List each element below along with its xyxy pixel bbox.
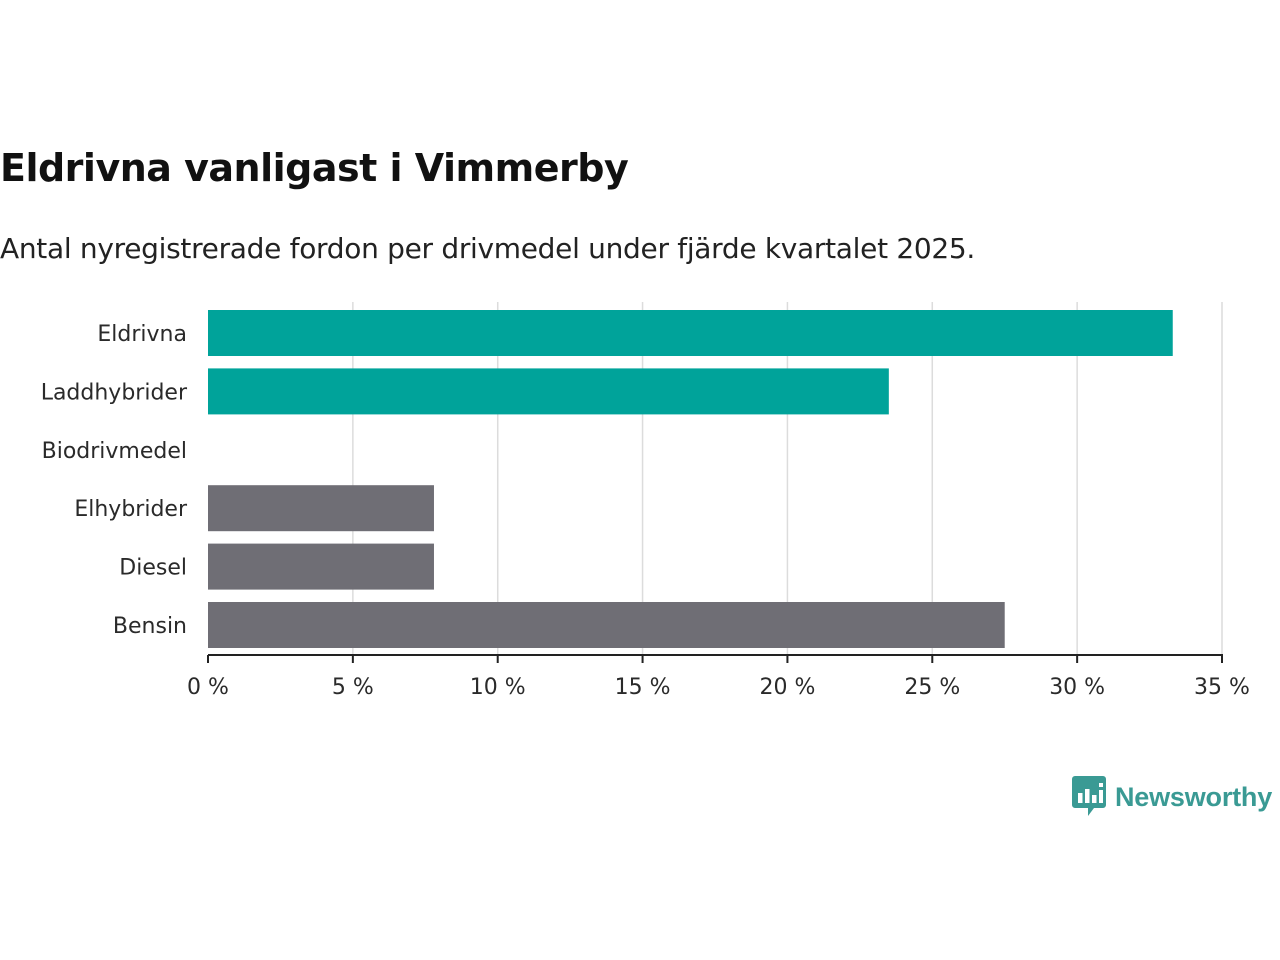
x-tick-label-25: 25 % [904, 675, 960, 700]
x-tick-label-15: 15 % [615, 675, 671, 700]
bar-eldrivna [208, 310, 1173, 356]
category-labels: Eldrivna Laddhybrider Biodrivmedel Elhybrid… [41, 322, 188, 639]
bar-bensin [208, 602, 1005, 648]
chart-title: Eldrivna vanligast i Vimmerby [0, 146, 629, 190]
chart-subtitle: Antal nyregistrerade fordon per drivmede… [0, 232, 976, 265]
category-label-diesel: Diesel [119, 556, 187, 581]
bar-laddhybrider [208, 368, 889, 415]
category-label-eldrivna: Eldrivna [97, 322, 187, 347]
newsworthy-logo: Newsworthy [1072, 776, 1272, 818]
x-tick-label-0: 0 % [187, 675, 229, 700]
brand-name: Newsworthy [1115, 781, 1273, 812]
x-tick-label-5: 5 % [332, 675, 374, 700]
bar-elhybrider [208, 485, 434, 532]
x-tick-label-30: 30 % [1049, 675, 1105, 700]
x-tick-label-10: 10 % [470, 675, 526, 700]
bars [208, 310, 1173, 648]
x-axis: 0 % 5 % 10 % 15 % 20 % 25 % 30 % 35 % [187, 654, 1250, 700]
category-label-laddhybrider: Laddhybrider [41, 380, 188, 405]
category-label-bensin: Bensin [113, 614, 187, 639]
x-tick-label-20: 20 % [759, 675, 815, 700]
bar-chart-icon [1072, 776, 1106, 816]
category-label-elhybrider: Elhybrider [74, 497, 188, 522]
grid-lines [352, 302, 1223, 655]
category-label-biodrivmedel: Biodrivmedel [42, 439, 187, 464]
bar-diesel [208, 543, 434, 590]
x-tick-label-35: 35 % [1194, 675, 1250, 700]
